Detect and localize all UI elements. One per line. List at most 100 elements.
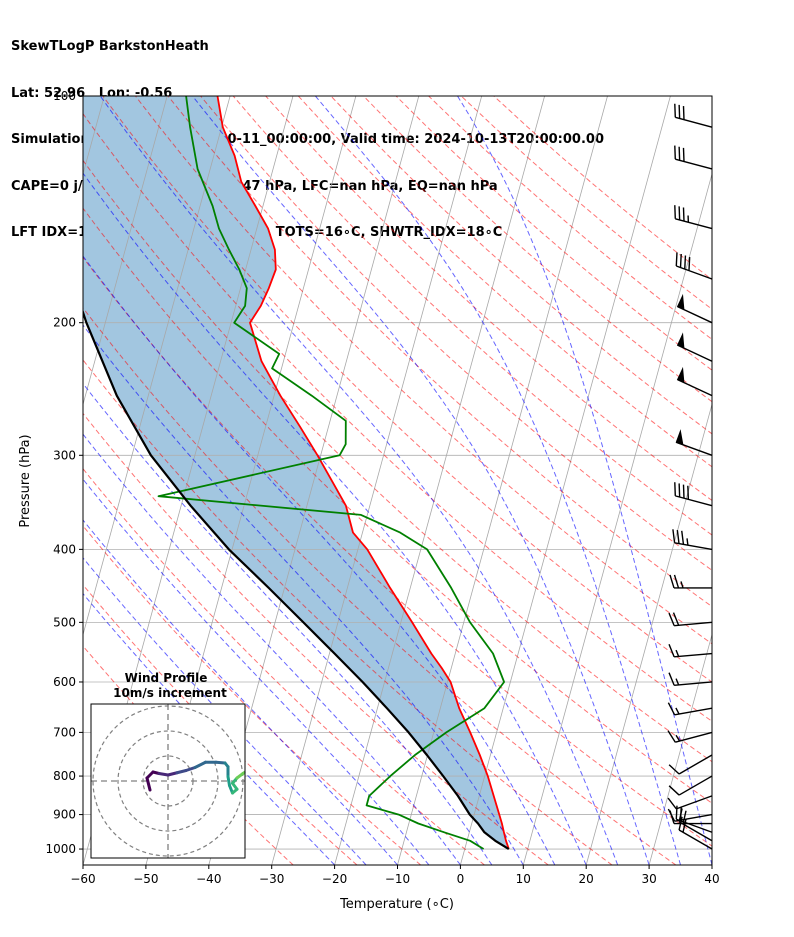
- y-axis-label: Pressure (hPa): [18, 434, 33, 527]
- dry-adiabat: [102, 96, 712, 683]
- hodograph-segment: [214, 760, 227, 765]
- dry-adiabat: [135, 96, 712, 645]
- dry-adiabat: [265, 96, 712, 502]
- hodograph-segment: [261, 753, 266, 758]
- isotherm-line: [271, 96, 483, 865]
- x-tick-label: 0: [457, 872, 465, 886]
- title-station: SkewTLogP BarkstonHeath: [11, 39, 209, 54]
- isotherm-line: [397, 96, 608, 865]
- wind-barb: [678, 808, 713, 842]
- y-tick-label: 300: [53, 448, 76, 462]
- dry-adiabat: [83, 307, 677, 865]
- hodograph-ring: [117, 730, 219, 832]
- parcel-profile-line: [83, 308, 510, 850]
- moist-adiabat: [192, 96, 650, 865]
- hodograph-segment: [145, 776, 152, 792]
- isotherm-line: [334, 96, 545, 865]
- y-tick-label: 700: [53, 725, 76, 739]
- wind-barb: [674, 103, 713, 128]
- dry-adiabat: [83, 584, 358, 865]
- dry-adiabat: [493, 96, 712, 281]
- moist-adiabat: [83, 592, 335, 865]
- inset-frame: [90, 703, 246, 859]
- moist-adiabat: [83, 172, 587, 865]
- temperature-profile-line: [216, 96, 510, 850]
- wind-barb: [669, 574, 712, 589]
- dry-adiabat: [83, 159, 712, 763]
- y-tick-label: 100: [53, 89, 76, 103]
- wind-barb: [668, 643, 713, 658]
- dewpoint-profile-line: [157, 96, 505, 850]
- wind-barb: [676, 293, 713, 324]
- isotherm-line: [522, 172, 712, 865]
- x-tick-label: 30: [641, 872, 656, 886]
- hodograph-segment: [175, 769, 188, 775]
- inset-subtitle: 10m/s increment: [113, 686, 227, 700]
- y-tick-label: 600: [53, 675, 76, 689]
- moist-adiabat: [83, 519, 398, 865]
- moist-adiabat: [315, 96, 681, 865]
- wind-barb: [674, 205, 713, 230]
- isotherm-line: [648, 633, 712, 865]
- x-axis-label: Temperature (∘C): [339, 897, 454, 912]
- wind-barb: [674, 482, 713, 507]
- hodograph-segment: [255, 757, 261, 762]
- moist-adiabat: [99, 96, 619, 865]
- dry-adiabat: [83, 256, 712, 847]
- isotherm-line: [775, 96, 794, 865]
- hodograph-segment: [166, 771, 179, 777]
- wind-barb: [668, 612, 713, 627]
- dry-adiabat: [83, 112, 712, 722]
- wind-barb: [667, 730, 713, 743]
- wind-barb: [667, 795, 713, 810]
- wind-barb: [674, 145, 713, 170]
- wind-barb: [667, 702, 713, 716]
- x-tick-label: −10: [385, 872, 410, 886]
- moist-adiabat: [83, 557, 367, 865]
- dry-adiabat: [83, 525, 422, 865]
- x-tick-label: 40: [704, 872, 719, 886]
- dry-adiabat: [83, 207, 712, 804]
- moist-adiabat: [83, 324, 524, 865]
- dry-adiabat: [83, 359, 613, 865]
- isotherm-line: [83, 96, 231, 637]
- wind-barb: [676, 332, 713, 362]
- y-tick-label: 800: [53, 769, 76, 783]
- x-tick-label: 10: [516, 872, 531, 886]
- hodograph-segment: [184, 766, 197, 772]
- cape-cin-shading: [83, 96, 509, 849]
- dry-adiabat: [232, 96, 712, 536]
- dry-adiabat: [83, 645, 294, 865]
- wind-barb: [668, 775, 713, 796]
- hodograph-segment: [241, 770, 245, 775]
- hodograph-segment: [157, 772, 170, 777]
- dry-adiabat: [460, 96, 712, 310]
- dry-adiabat: [297, 96, 712, 468]
- moist-adiabat: [83, 478, 430, 865]
- wind-barb: [668, 754, 713, 775]
- wind-barb: [672, 529, 713, 551]
- moist-adiabat: [83, 382, 493, 865]
- isotherm-line: [711, 863, 712, 865]
- y-tick-label: 1000: [45, 842, 76, 856]
- x-tick-label: −50: [133, 872, 158, 886]
- wind-barb: [675, 252, 713, 280]
- x-tick-label: −20: [322, 872, 347, 886]
- y-tick-label: 900: [53, 808, 76, 822]
- y-tick-label: 400: [53, 542, 76, 556]
- hodograph-segment: [193, 760, 207, 769]
- hodograph-segment: [226, 775, 231, 787]
- isotherm-line: [83, 96, 168, 406]
- wind-barb: [675, 429, 713, 456]
- moist-adiabat: [83, 433, 461, 865]
- wind-barb: [676, 366, 713, 397]
- y-tick-label: 500: [53, 615, 76, 629]
- y-tick-label: 200: [53, 316, 76, 330]
- wind-barb: [668, 672, 713, 686]
- moist-adiabat: [457, 96, 712, 865]
- moist-adiabat: [83, 255, 556, 865]
- dry-adiabat: [428, 96, 712, 340]
- x-tick-label: 20: [579, 872, 594, 886]
- x-tick-label: −60: [70, 872, 95, 886]
